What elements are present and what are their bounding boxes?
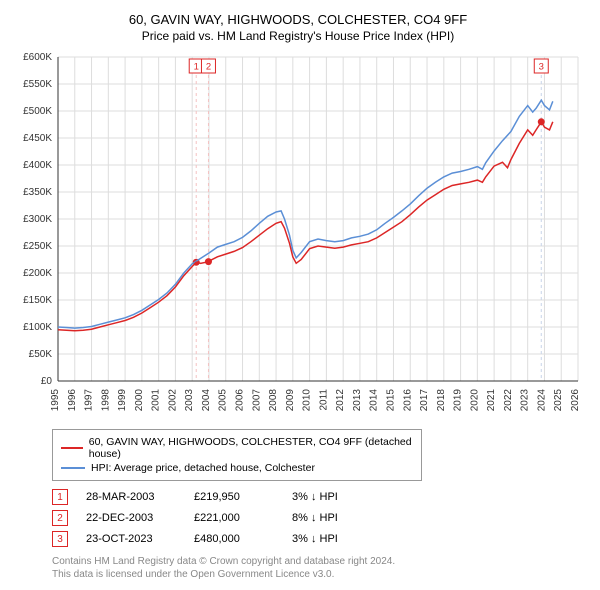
sale-marker-box: 3 [52, 531, 68, 547]
svg-text:2024: 2024 [536, 389, 547, 412]
chart-title: 60, GAVIN WAY, HIGHWOODS, COLCHESTER, CO… [8, 12, 588, 27]
svg-text:2021: 2021 [486, 389, 497, 412]
sale-date: 28-MAR-2003 [86, 491, 176, 503]
footnote-line: Contains HM Land Registry data © Crown c… [52, 555, 582, 568]
sale-marker-box: 1 [52, 489, 68, 505]
svg-text:2003: 2003 [184, 389, 195, 412]
svg-text:1997: 1997 [84, 389, 95, 412]
svg-text:2007: 2007 [251, 389, 262, 412]
svg-text:£200K: £200K [23, 268, 52, 279]
svg-text:£600K: £600K [23, 52, 52, 63]
svg-text:2005: 2005 [218, 389, 229, 412]
svg-text:1996: 1996 [67, 389, 78, 412]
svg-text:£400K: £400K [23, 160, 52, 171]
svg-text:1998: 1998 [100, 389, 111, 412]
svg-text:£500K: £500K [23, 106, 52, 117]
svg-text:2023: 2023 [520, 389, 531, 412]
svg-text:2020: 2020 [469, 389, 480, 412]
sale-hpi-delta: 3% ↓ HPI [292, 491, 372, 503]
legend-item: 60, GAVIN WAY, HIGHWOODS, COLCHESTER, CO… [61, 436, 413, 460]
svg-text:2000: 2000 [134, 389, 145, 412]
svg-text:£450K: £450K [23, 133, 52, 144]
svg-text:2018: 2018 [436, 389, 447, 412]
svg-text:3: 3 [539, 62, 544, 73]
svg-text:£150K: £150K [23, 295, 52, 306]
svg-text:2001: 2001 [151, 389, 162, 412]
sale-row: 2 22-DEC-2003 £221,000 8% ↓ HPI [52, 510, 582, 526]
svg-text:2015: 2015 [385, 389, 396, 412]
svg-text:£50K: £50K [29, 349, 53, 360]
footnote-line: This data is licensed under the Open Gov… [52, 568, 582, 581]
sale-price: £221,000 [194, 512, 274, 524]
sale-row: 3 23-OCT-2023 £480,000 3% ↓ HPI [52, 531, 582, 547]
svg-text:2016: 2016 [402, 389, 413, 412]
svg-text:2022: 2022 [503, 389, 514, 412]
legend: 60, GAVIN WAY, HIGHWOODS, COLCHESTER, CO… [52, 429, 422, 481]
svg-text:£550K: £550K [23, 79, 52, 90]
legend-swatch [61, 447, 83, 449]
svg-text:2011: 2011 [318, 389, 329, 411]
sale-hpi-delta: 3% ↓ HPI [292, 533, 372, 545]
svg-text:2: 2 [206, 62, 211, 73]
legend-label: HPI: Average price, detached house, Colc… [91, 462, 315, 474]
sale-date: 22-DEC-2003 [86, 512, 176, 524]
svg-text:2026: 2026 [570, 389, 581, 412]
sale-row: 1 28-MAR-2003 £219,950 3% ↓ HPI [52, 489, 582, 505]
chart-subtitle: Price paid vs. HM Land Registry's House … [8, 29, 588, 43]
svg-text:2002: 2002 [167, 389, 178, 412]
svg-text:2012: 2012 [335, 389, 346, 412]
svg-text:£0: £0 [41, 376, 53, 387]
svg-text:2008: 2008 [268, 389, 279, 412]
svg-text:£250K: £250K [23, 241, 52, 252]
svg-text:1999: 1999 [117, 389, 128, 412]
svg-text:1: 1 [194, 62, 199, 73]
legend-label: 60, GAVIN WAY, HIGHWOODS, COLCHESTER, CO… [89, 436, 413, 460]
svg-text:2004: 2004 [201, 389, 212, 412]
legend-swatch [61, 467, 85, 469]
sale-date: 23-OCT-2023 [86, 533, 176, 545]
svg-text:2019: 2019 [453, 389, 464, 412]
svg-text:1995: 1995 [50, 389, 61, 412]
svg-text:2013: 2013 [352, 389, 363, 412]
price-chart: £0 £50K £100K £150K £200K £250K £300K £350K £400… [8, 51, 588, 421]
svg-text:2010: 2010 [302, 389, 313, 412]
sale-marker-box: 2 [52, 510, 68, 526]
legend-item: HPI: Average price, detached house, Colc… [61, 462, 413, 474]
svg-text:£300K: £300K [23, 214, 52, 225]
svg-text:2025: 2025 [553, 389, 564, 412]
sale-price: £219,950 [194, 491, 274, 503]
footnote: Contains HM Land Registry data © Crown c… [52, 555, 582, 581]
sale-price: £480,000 [194, 533, 274, 545]
sale-hpi-delta: 8% ↓ HPI [292, 512, 372, 524]
sales-table: 1 28-MAR-2003 £219,950 3% ↓ HPI 2 22-DEC-2003… [52, 489, 582, 547]
svg-text:2017: 2017 [419, 389, 430, 412]
svg-text:£350K: £350K [23, 187, 52, 198]
svg-text:2014: 2014 [369, 389, 380, 412]
svg-text:£100K: £100K [23, 322, 52, 333]
svg-text:2006: 2006 [235, 389, 246, 412]
svg-text:2009: 2009 [285, 389, 296, 412]
